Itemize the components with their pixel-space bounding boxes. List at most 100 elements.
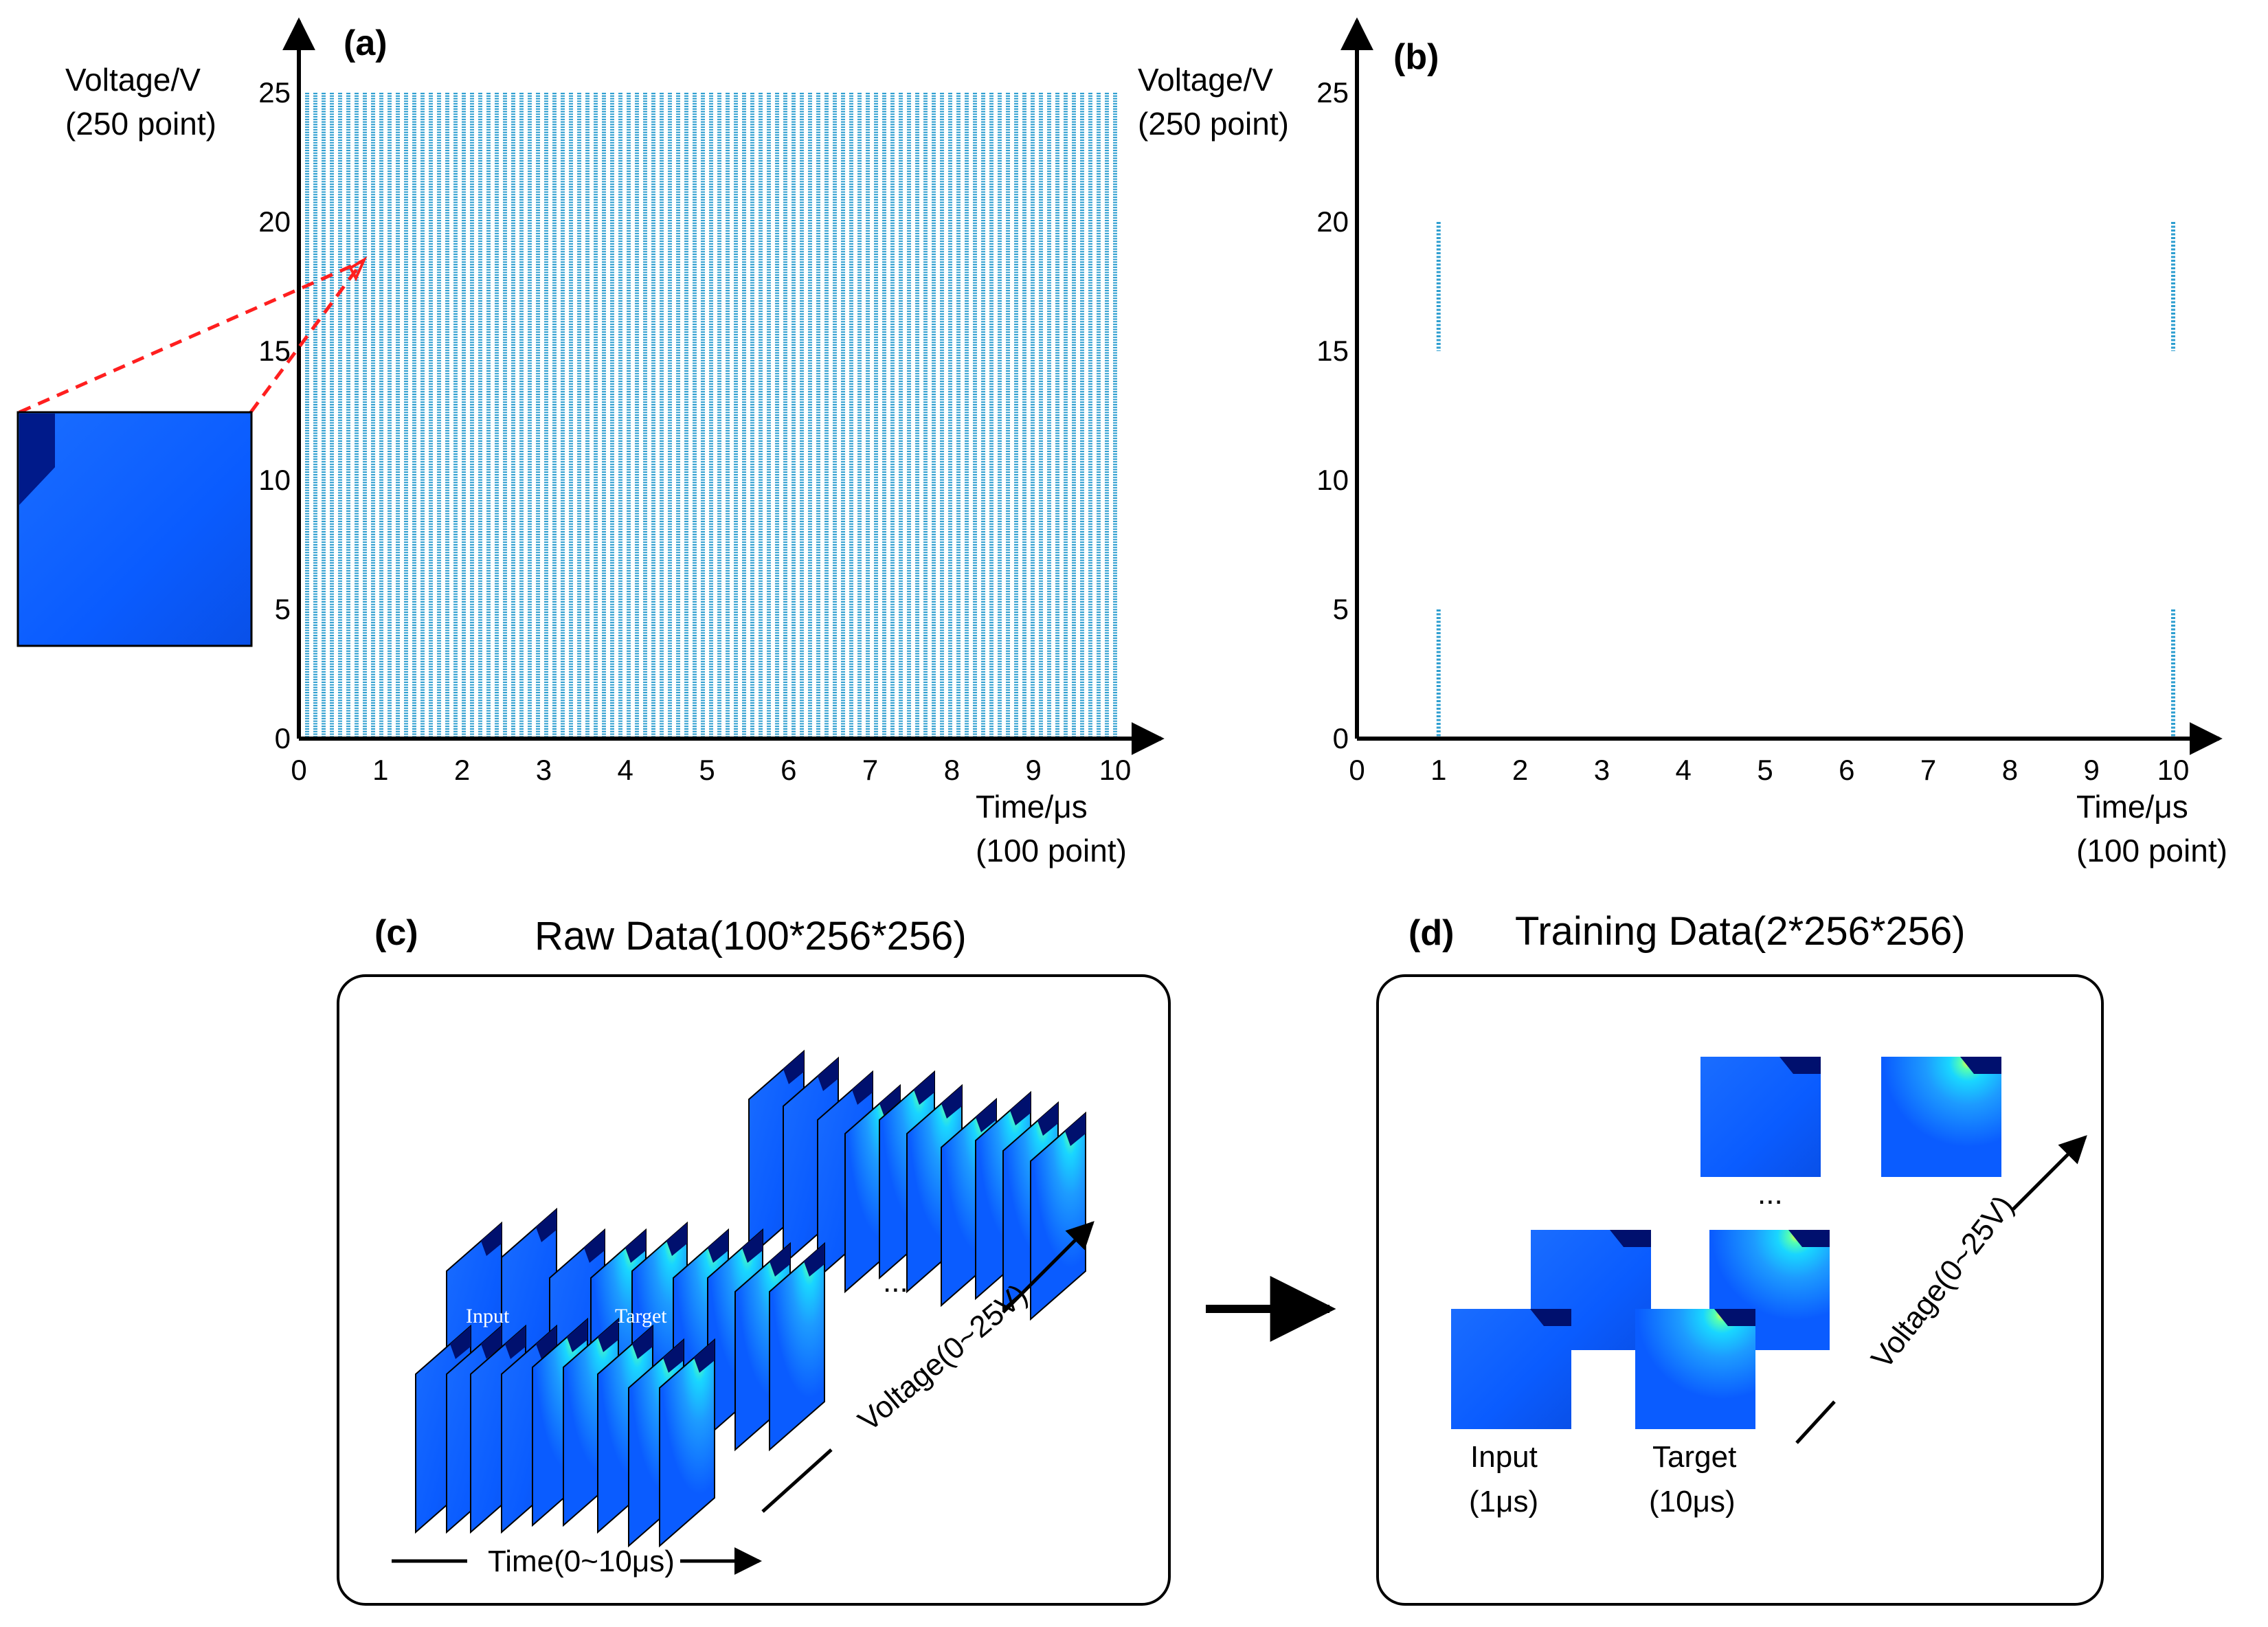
raw-frame-electrode xyxy=(567,1319,587,1352)
raw-frame-electrode xyxy=(584,1230,605,1263)
raw-frame-electrode xyxy=(914,1072,934,1105)
panel-b-xlabel-1: Time/μs xyxy=(2076,789,2188,824)
panel-c-voltage-axis-tail xyxy=(761,1448,833,1513)
b-xtick-3: 3 xyxy=(1594,754,1610,786)
zoom-line-1 xyxy=(18,259,364,414)
b-xtick-9: 9 xyxy=(2084,754,2100,786)
raw-frame-electrode xyxy=(450,1326,471,1359)
raw-frame-electrode xyxy=(1065,1113,1086,1146)
raw-frame-electrode xyxy=(708,1230,728,1263)
a-ytick-20: 20 xyxy=(258,205,291,238)
panel-c-voltage-arrow xyxy=(1002,1221,1094,1314)
a-ytick-25: 25 xyxy=(258,76,291,109)
a-xtick-2: 2 xyxy=(454,754,470,786)
panel-c: (c) Raw Data(100*256*256) Input Target .… xyxy=(337,913,1171,1606)
a-xtick-10: 10 xyxy=(1099,754,1132,786)
raw-frame-electrode xyxy=(505,1326,526,1359)
tile-target-top-electrode xyxy=(1960,1057,2001,1074)
raw-frame-electrode xyxy=(804,1244,824,1277)
tile-target-bottom xyxy=(1635,1309,1755,1429)
panel-c-title: Raw Data(100*256*256) xyxy=(535,914,967,958)
raw-frame-electrode xyxy=(598,1319,618,1352)
a-xtick-7: 7 xyxy=(862,754,878,786)
tile-target-mid-electrode xyxy=(1788,1230,1830,1247)
a-ytick-15: 15 xyxy=(258,335,291,367)
raw-frame-electrode xyxy=(694,1340,715,1373)
a-xtick-9: 9 xyxy=(1026,754,1042,786)
raw-frame-electrode xyxy=(666,1223,687,1256)
a-xtick-8: 8 xyxy=(944,754,960,786)
raw-frame-electrode xyxy=(976,1099,996,1132)
zoom-inset xyxy=(16,256,368,647)
panel-d-label: (d) xyxy=(1408,913,1454,953)
a-ytick-5: 5 xyxy=(275,593,291,625)
panel-a-xlabel-1: Time/μs xyxy=(976,789,1088,824)
panel-c-target-label: Target xyxy=(615,1305,667,1327)
b-xtick-8: 8 xyxy=(2002,754,2018,786)
panel-d-voltage-arrow xyxy=(2012,1135,2087,1211)
tile-input-bottom-electrode xyxy=(1530,1309,1571,1326)
panel-d-ellipsis: ... xyxy=(1758,1177,1783,1211)
b-ytick-25: 25 xyxy=(1316,76,1349,109)
panel-c-ellipsis: ... xyxy=(883,1265,908,1299)
tile-input-bottom xyxy=(1451,1309,1571,1429)
raw-frame-electrode xyxy=(481,1223,502,1256)
a-ytick-10: 10 xyxy=(258,464,291,496)
zoom-line-2 xyxy=(249,260,365,414)
raw-frame-electrode xyxy=(1010,1092,1031,1125)
panel-b-points xyxy=(1436,222,2175,739)
panel-d-title: Training Data(2*256*256) xyxy=(1515,909,1966,954)
tile-target-bottom-electrode xyxy=(1714,1309,1755,1326)
raw-frame-electrode xyxy=(632,1326,653,1359)
raw-frame-electrode xyxy=(1037,1103,1058,1136)
b-xtick-10: 10 xyxy=(2157,754,2190,786)
panel-d-voltage-axis-tail xyxy=(1795,1400,1836,1444)
a-xtick-1: 1 xyxy=(372,754,388,786)
panel-c-frame xyxy=(337,974,1171,1606)
b-ytick-0: 0 xyxy=(1333,722,1349,754)
a-xtick-3: 3 xyxy=(536,754,552,786)
a-xtick-6: 6 xyxy=(781,754,796,786)
panel-d-input-label-1: Input xyxy=(1470,1440,1538,1474)
b-xtick-1: 1 xyxy=(1430,754,1446,786)
panel-c-input-label: Input xyxy=(466,1305,510,1327)
panel-d-input-label-2: (1μs) xyxy=(1469,1485,1538,1518)
panel-a-ylabel-1: Voltage/V xyxy=(65,62,201,98)
panel-a-label: (a) xyxy=(344,23,388,63)
panel-d-target-label-1: Target xyxy=(1652,1440,1736,1474)
panel-d: (d) Training Data(2*256*256) ... Input (… xyxy=(1376,909,2104,1606)
zoom-target-marker xyxy=(348,256,368,282)
panel-b-label: (b) xyxy=(1393,37,1439,77)
b-ytick-10: 10 xyxy=(1316,464,1349,496)
raw-frame-electrode xyxy=(742,1230,763,1263)
a-ytick-0: 0 xyxy=(275,722,291,754)
b-xtick-2: 2 xyxy=(1512,754,1528,786)
panel-b-ylabel-2: (250 point) xyxy=(1138,106,1289,142)
panel-d-voltage-axis-label: Voltage(0~25V) xyxy=(1865,1189,2020,1375)
b-xtick-5: 5 xyxy=(1757,754,1773,786)
panel-c-label: (c) xyxy=(374,913,418,953)
panel-b-x-ticks: 0 1 2 3 4 5 6 7 8 9 10 xyxy=(1349,754,2189,786)
panel-a-y-ticks: 0 5 10 15 20 25 xyxy=(258,76,291,754)
a-xtick-4: 4 xyxy=(618,754,633,786)
b-xtick-7: 7 xyxy=(1920,754,1936,786)
raw-frame-electrode xyxy=(536,1209,557,1242)
raw-frame-electrode xyxy=(941,1086,962,1119)
panel-a-x-ticks: 0 1 2 3 4 5 6 7 8 9 10 xyxy=(291,754,1131,786)
raw-frame-electrode xyxy=(818,1058,838,1091)
panel-d-frame xyxy=(1376,974,2104,1606)
inset-field-image xyxy=(16,411,253,647)
b-ytick-5: 5 xyxy=(1333,593,1349,625)
panel-b-ylabel-1: Voltage/V xyxy=(1138,62,1273,98)
b-xtick-4: 4 xyxy=(1676,754,1692,786)
a-xtick-0: 0 xyxy=(291,754,306,786)
b-ytick-15: 15 xyxy=(1316,335,1349,367)
raw-frame-electrode xyxy=(852,1072,873,1105)
inset-electrode xyxy=(19,414,55,505)
panel-b-y-ticks: 0 5 10 15 20 25 xyxy=(1316,76,1349,754)
tile-input-top xyxy=(1700,1057,1821,1177)
tile-target-top xyxy=(1881,1057,2001,1177)
